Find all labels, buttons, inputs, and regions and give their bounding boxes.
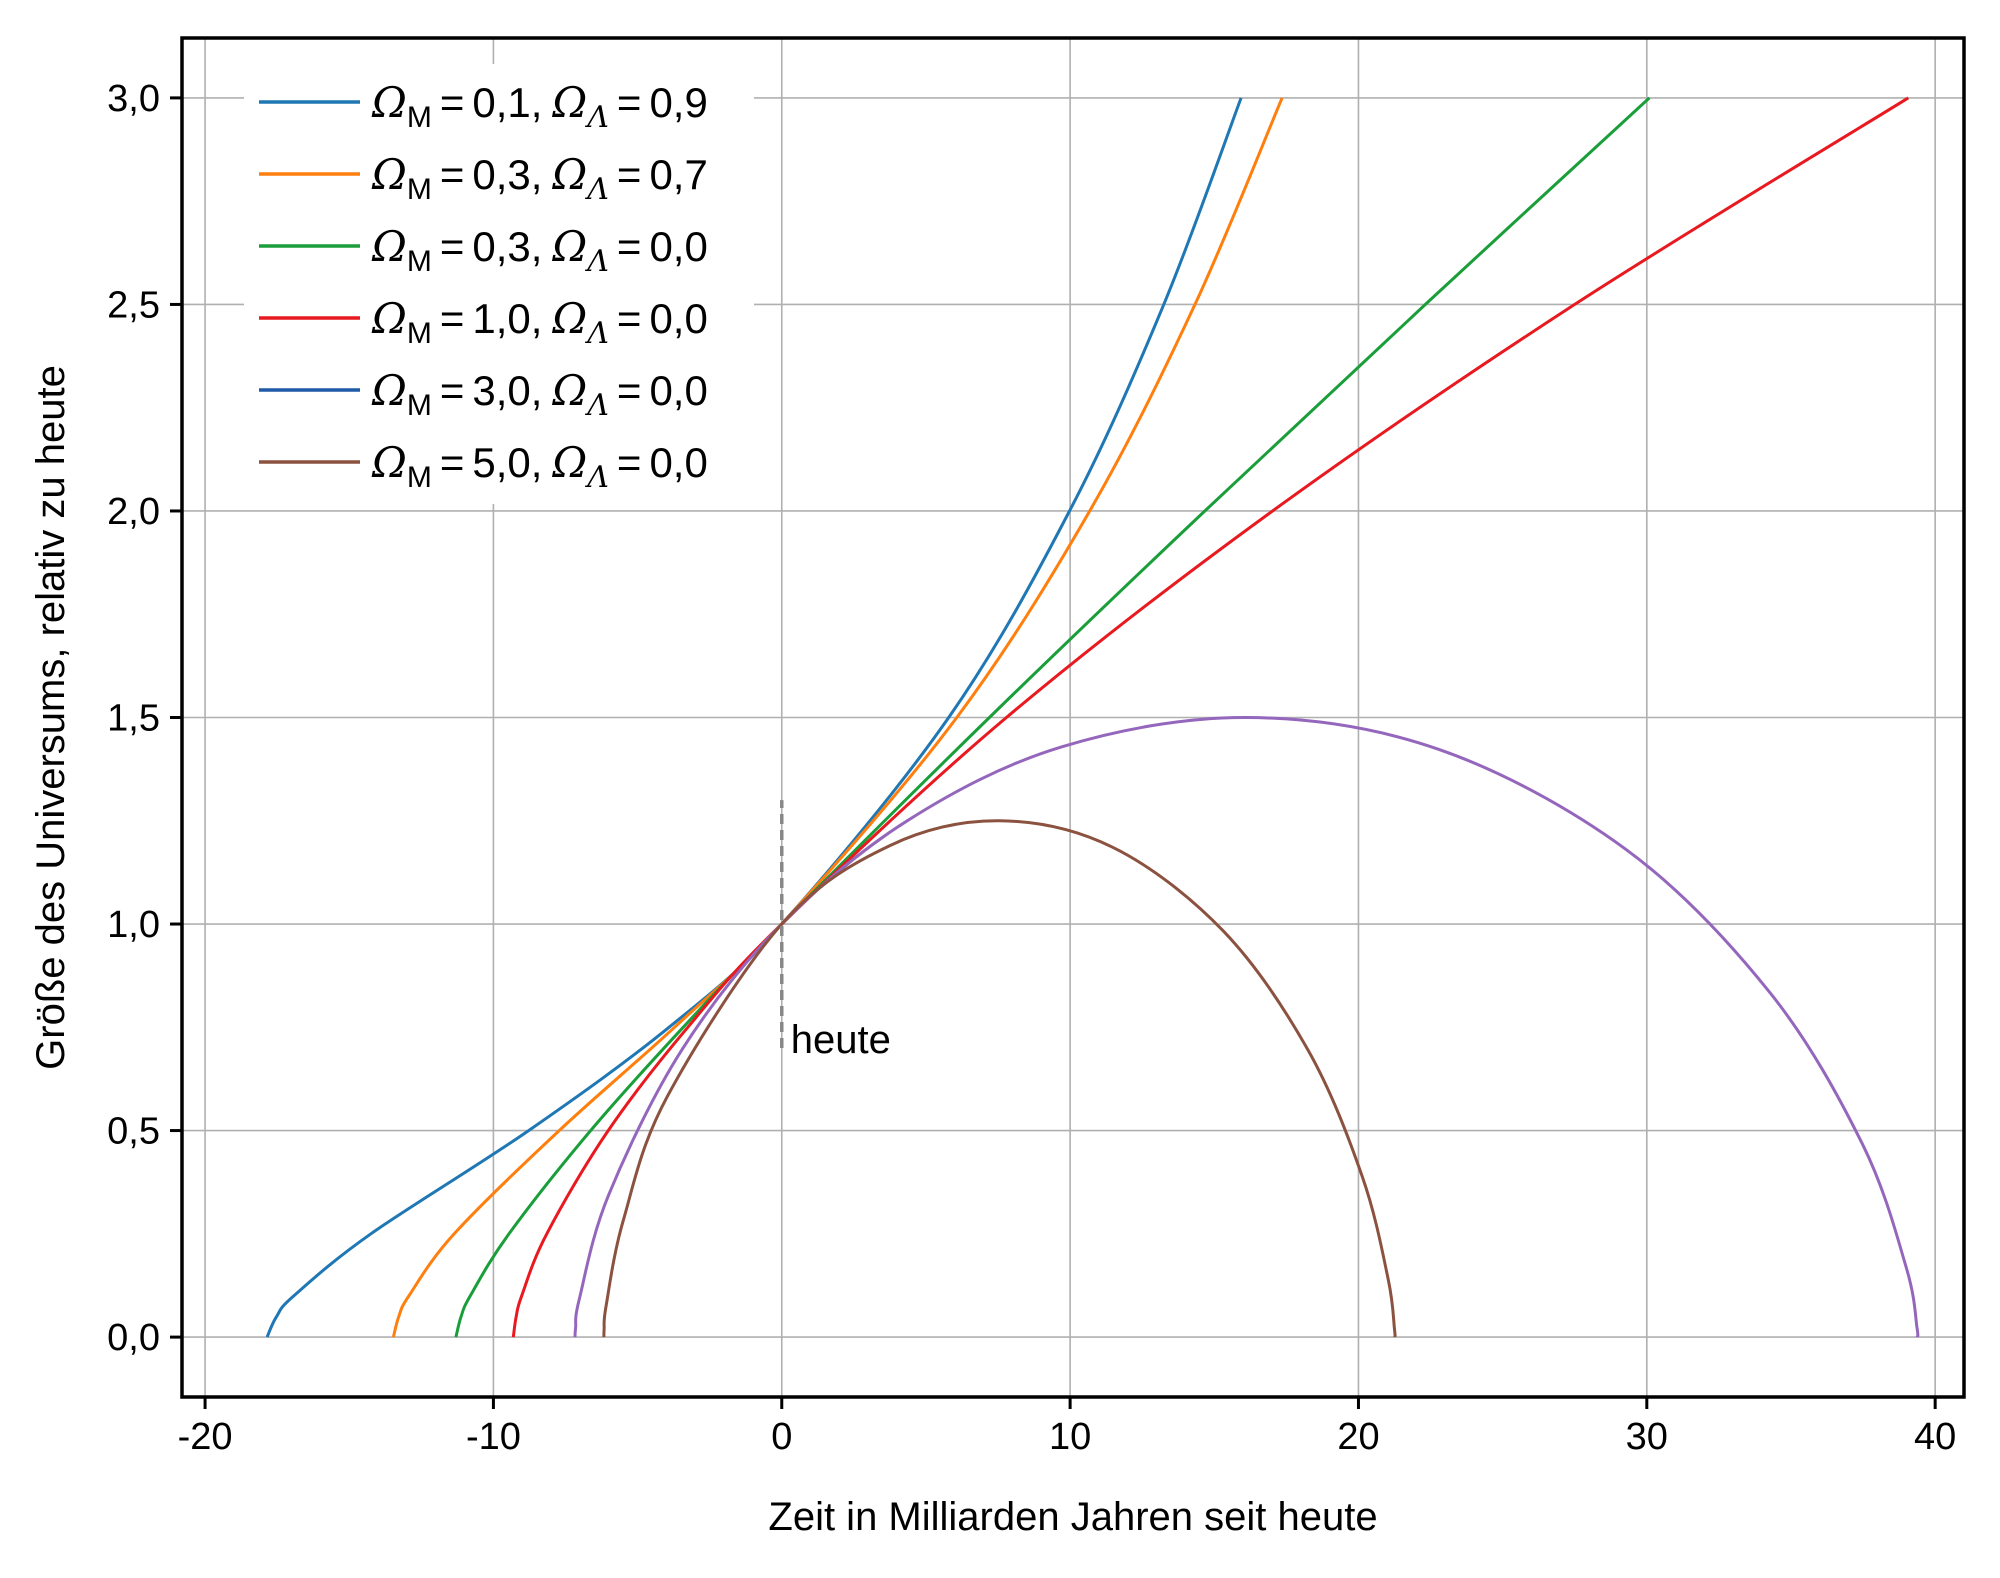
x-tick-label: -20	[178, 1416, 233, 1458]
heute-label: heute	[791, 1018, 891, 1062]
legend-v: 0,3	[472, 151, 530, 198]
legend-label: ΩM = 0,3, ΩΛ = 0,7	[371, 150, 708, 207]
legend-m: M	[407, 461, 432, 494]
legend-eq: =	[440, 439, 465, 486]
legend-eq: =	[440, 79, 465, 126]
legend-omega: Ω	[371, 294, 407, 343]
legend-eq: =	[440, 223, 465, 270]
y-axis-label: Größe des Universums, relativ zu heute	[29, 365, 73, 1070]
legend-omega: Ω	[371, 222, 407, 271]
legend-eq: =	[617, 151, 642, 198]
legend-lambda: Λ	[584, 172, 609, 207]
legend-label: ΩM = 0,1, ΩΛ = 0,9	[371, 78, 708, 135]
y-tick-label: 1,0	[107, 904, 160, 946]
legend-v: 0,9	[649, 79, 707, 126]
legend-eq: =	[440, 151, 465, 198]
legend-entry: ΩM = 0,3, ΩΛ = 0,0	[259, 222, 708, 279]
legend-eq: =	[617, 295, 642, 342]
legend-v: 0,3	[472, 223, 530, 270]
legend-v: 0,0	[649, 295, 707, 342]
legend-v: 0,0	[649, 367, 707, 414]
x-tick-label: -10	[466, 1416, 521, 1458]
legend-m: M	[407, 101, 432, 134]
legend-comma: ,	[531, 367, 543, 414]
legend-v: 5,0	[472, 439, 530, 486]
legend-entry: ΩM = 5,0, ΩΛ = 0,0	[259, 438, 708, 495]
legend-comma: ,	[531, 295, 543, 342]
x-tick-label: 20	[1337, 1416, 1379, 1458]
legend-omega: Ω	[551, 366, 587, 415]
legend-v: 0,0	[649, 439, 707, 486]
legend-v: 3,0	[472, 367, 530, 414]
grid	[182, 38, 1964, 1397]
legend-eq: =	[617, 79, 642, 126]
legend-entry: ΩM = 3,0, ΩΛ = 0,0	[259, 366, 708, 423]
y-tick-label: 0,0	[107, 1317, 160, 1359]
x-tick-label: 30	[1626, 1416, 1668, 1458]
legend-label: ΩM = 5,0, ΩΛ = 0,0	[371, 438, 708, 495]
legend-v: 0,1	[472, 79, 530, 126]
y-tick-label: 2,0	[107, 491, 160, 533]
legend-entry: ΩM = 0,1, ΩΛ = 0,9	[259, 78, 708, 135]
series-line-4	[511, 96, 1910, 1338]
legend-lambda: Λ	[584, 460, 609, 495]
legend-m: M	[407, 173, 432, 206]
heute-annotation: heute	[780, 800, 891, 1062]
legend-eq: =	[617, 223, 642, 270]
y-tick-label: 1,5	[107, 698, 160, 740]
x-tick-label: 40	[1914, 1416, 1956, 1458]
legend-entry: ΩM = 0,3, ΩΛ = 0,7	[259, 150, 708, 207]
legend-omega: Ω	[371, 78, 407, 127]
legend-omega: Ω	[551, 78, 587, 127]
legend-background	[244, 64, 754, 504]
legend-comma: ,	[531, 151, 543, 198]
legend-m: M	[407, 389, 432, 422]
y-tick-label: 3,0	[107, 78, 160, 120]
legend-label: ΩM = 0,3, ΩΛ = 0,0	[371, 222, 708, 279]
curves	[265, 96, 1920, 1339]
y-tick-label: 0,5	[107, 1111, 160, 1153]
legend-label: ΩM = 3,0, ΩΛ = 0,0	[371, 366, 708, 423]
legend: ΩM = 0,1, ΩΛ = 0,9ΩM = 0,3, ΩΛ = 0,7ΩM = 0,3, ΩΛ = 0,0Ω…	[244, 64, 754, 504]
legend-m: M	[407, 317, 432, 350]
legend-v: 0,7	[649, 151, 707, 198]
legend-omega: Ω	[551, 294, 587, 343]
legend-lambda: Λ	[584, 244, 609, 279]
legend-comma: ,	[531, 223, 543, 270]
ticks: -20 -10 0 10 20 30 40 0,0 0,5 1,0 1,5 2,0 2,5 3,0	[107, 78, 1956, 1458]
legend-eq: =	[440, 367, 465, 414]
series-line-5	[573, 715, 1920, 1339]
x-tick-label: 0	[771, 1416, 792, 1458]
legend-v: 1,0	[472, 295, 530, 342]
legend-omega: Ω	[371, 366, 407, 415]
legend-lambda: Λ	[584, 388, 609, 423]
legend-entry: ΩM = 1,0, ΩΛ = 0,0	[259, 294, 708, 351]
x-axis-label: Zeit in Milliarden Jahren seit heute	[768, 1495, 1377, 1539]
legend-eq: =	[617, 367, 642, 414]
y-tick-label: 2,5	[107, 284, 160, 326]
legend-label: ΩM = 1,0, ΩΛ = 0,0	[371, 294, 708, 351]
series-line-6	[602, 819, 1397, 1338]
legend-omega: Ω	[551, 438, 587, 487]
legend-omega: Ω	[551, 150, 587, 199]
legend-lambda: Λ	[584, 316, 609, 351]
x-tick-label: 10	[1049, 1416, 1091, 1458]
legend-v: 0,0	[649, 223, 707, 270]
legend-eq: =	[440, 295, 465, 342]
legend-omega: Ω	[371, 438, 407, 487]
legend-omega: Ω	[371, 150, 407, 199]
legend-lambda: Λ	[584, 100, 609, 135]
legend-eq: =	[617, 439, 642, 486]
legend-comma: ,	[531, 79, 543, 126]
legend-m: M	[407, 245, 432, 278]
legend-comma: ,	[531, 439, 543, 486]
legend-omega: Ω	[551, 222, 587, 271]
